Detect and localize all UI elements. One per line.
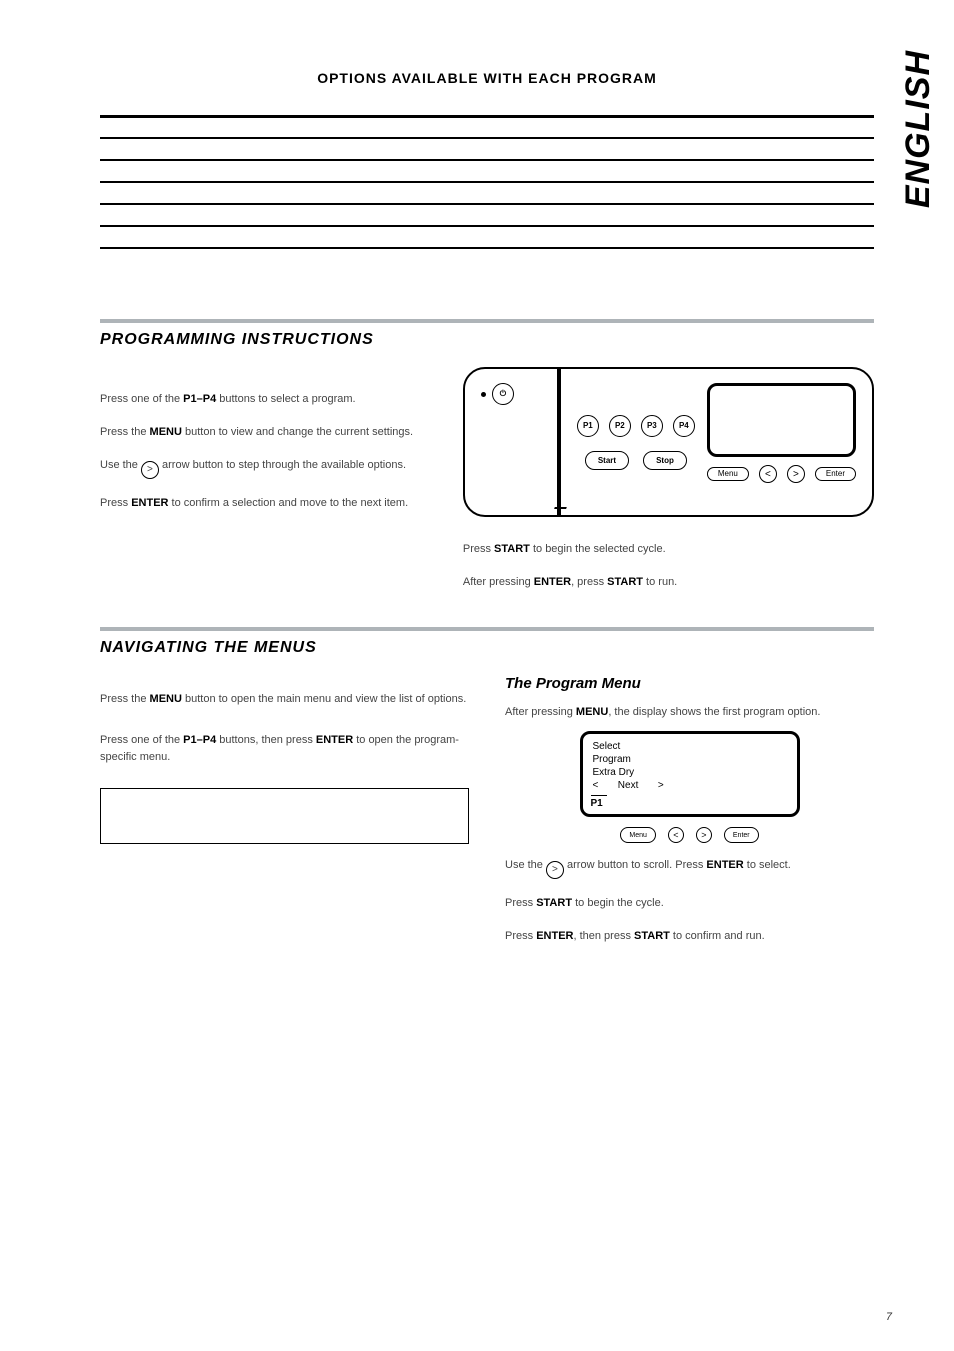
kw-menu: MENU — [576, 706, 608, 718]
kw-menu: MENU — [150, 693, 182, 705]
p4-button: P4 — [673, 415, 695, 437]
table-row — [100, 160, 874, 182]
section-heading: PROGRAMMING INSTRUCTIONS — [100, 331, 874, 349]
menu-button: Menu — [620, 827, 656, 843]
display-screen: Select Program Extra Dry < Next > P1 — [580, 731, 800, 817]
page-number: 7 — [886, 1311, 892, 1323]
screen-program-label: P1 — [591, 795, 607, 810]
instruction-text: Press the MENU button to view and change… — [100, 424, 427, 441]
kw-start: START — [607, 576, 643, 588]
table-row — [100, 226, 874, 248]
chevron-right-icon: > — [787, 465, 805, 483]
panel-break-icon — [557, 369, 561, 515]
instruction-text: Press ENTER, then press START to confirm… — [505, 928, 874, 945]
chevron-left-icon: < — [668, 827, 684, 843]
power-icon: ⏻ — [492, 383, 514, 405]
menu-screen-figure: Select Program Extra Dry < Next > P1 Men… — [580, 731, 800, 843]
note-box — [100, 788, 469, 844]
section-heading: NAVIGATING THE MENUS — [100, 639, 874, 657]
instruction-text: Press one of the P1–P4 buttons to select… — [100, 391, 427, 408]
instruction-text: After pressing MENU, the display shows t… — [505, 704, 874, 721]
table-row — [100, 116, 874, 138]
language-tab: ENGLISH — [899, 50, 938, 208]
kw-enter: ENTER — [706, 859, 743, 871]
instruction-text: Press START to begin the selected cycle. — [463, 541, 874, 558]
kw-start: START — [536, 897, 572, 909]
kw-enter: ENTER — [534, 576, 571, 588]
table-row — [100, 138, 874, 160]
kw-enter: ENTER — [536, 930, 573, 942]
stop-button: Stop — [643, 451, 687, 470]
table-row — [100, 182, 874, 204]
kw-start: START — [494, 543, 530, 555]
kw-enter: ENTER — [316, 734, 353, 746]
start-button: Start — [585, 451, 629, 470]
p1-button: P1 — [577, 415, 599, 437]
instruction-text: Use the > arrow button to step through t… — [100, 457, 427, 479]
instruction-text: Press ENTER to confirm a selection and m… — [100, 495, 427, 512]
screen-line: Program — [593, 753, 787, 766]
screen-line: Select — [593, 740, 787, 753]
instruction-text: Press START to begin the cycle. — [505, 895, 874, 912]
options-table — [100, 94, 874, 249]
kw-start: START — [634, 930, 670, 942]
subsection-heading: The Program Menu — [505, 675, 874, 692]
p3-button: P3 — [641, 415, 663, 437]
chevron-right-icon: > — [696, 827, 712, 843]
chevron-right-icon: > — [546, 861, 564, 879]
enter-button: Enter — [724, 827, 759, 843]
table-row — [100, 204, 874, 226]
instruction-text: Press the MENU button to open the main m… — [100, 691, 469, 708]
table-title: OPTIONS AVAILABLE WITH EACH PROGRAM — [100, 70, 874, 86]
control-panel-figure: ⏻ P1 P2 P3 P4 Start Stop — [463, 367, 874, 517]
kw-enter: ENTER — [131, 497, 168, 509]
p2-button: P2 — [609, 415, 631, 437]
section-divider — [100, 627, 874, 631]
table-row — [100, 94, 874, 116]
screen-line: < Next > — [593, 779, 787, 792]
display-screen — [707, 383, 856, 457]
instruction-text: After pressing ENTER, press START to run… — [463, 574, 874, 591]
screen-line: Extra Dry — [593, 766, 787, 779]
section-divider — [100, 319, 874, 323]
menu-button: Menu — [707, 467, 749, 481]
kw-p1p4: P1–P4 — [183, 393, 216, 405]
instruction-text: Press one of the P1–P4 buttons, then pre… — [100, 732, 469, 766]
kw-menu: MENU — [150, 426, 182, 438]
chevron-left-icon: < — [759, 465, 777, 483]
kw-p1p4: P1–P4 — [183, 734, 216, 746]
instruction-text: Use the > arrow button to scroll. Press … — [505, 857, 874, 879]
enter-button: Enter — [815, 467, 856, 481]
chevron-right-icon: > — [141, 461, 159, 479]
